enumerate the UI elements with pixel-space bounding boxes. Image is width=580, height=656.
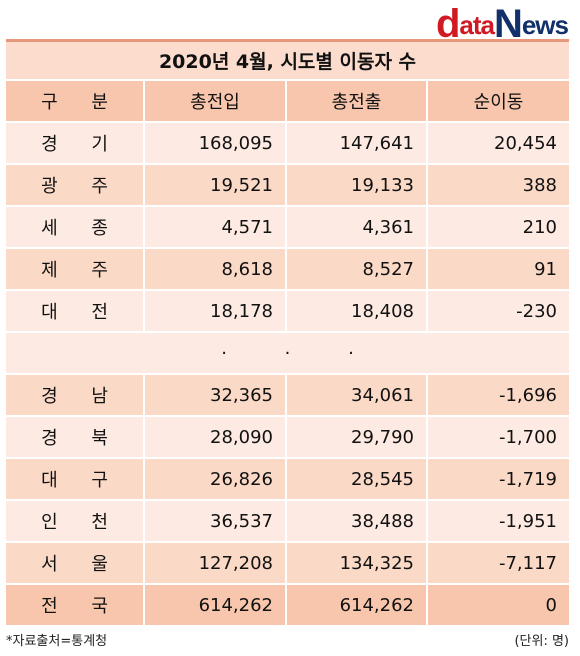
- in-cell: 36,537: [145, 501, 287, 541]
- header-in: 총전입: [145, 81, 287, 121]
- table-row: 서 울 127,208 134,325 -7,117: [6, 543, 569, 585]
- net-cell: 0: [545, 594, 557, 616]
- region-cell: 경 남: [6, 375, 145, 415]
- in-cell: 18,178: [145, 291, 287, 331]
- net-cell: 91: [534, 258, 557, 280]
- table-row: 대 구 26,826 28,545 -1,719: [6, 459, 569, 501]
- out-cell: 34,061: [287, 375, 428, 415]
- header-region: 구 분: [6, 81, 145, 121]
- in-cell: 168,095: [145, 123, 287, 163]
- migration-table: 2020년 4월, 시도별 이동자 수 구 분 총전입 총전출 순이동 경 기 …: [6, 39, 569, 627]
- net-cell: -230: [516, 300, 557, 322]
- net-cell: 388: [522, 174, 557, 196]
- region-cell: 경 기: [6, 123, 145, 163]
- table-row: 경 북 28,090 29,790 -1,700: [6, 417, 569, 459]
- table-row: 인 천 36,537 38,488 -1,951: [6, 501, 569, 543]
- table-row: 세 종 4,571 4,361 210: [6, 207, 569, 249]
- source-note: *자료출처=통계청: [6, 634, 108, 649]
- in-cell: 614,262: [145, 585, 287, 625]
- region-cell: 대 구: [6, 459, 145, 499]
- net-cell: 20,454: [494, 132, 557, 154]
- out-cell: 8,527: [287, 249, 428, 289]
- unit-note: (단위: 명): [514, 634, 569, 649]
- net-cell: -1,719: [498, 468, 557, 490]
- in-cell: 32,365: [145, 375, 287, 415]
- table-row: 경 남 32,365 34,061 -1,696: [6, 375, 569, 417]
- out-cell: 614,262: [287, 585, 428, 625]
- logo-ata: ata: [459, 10, 495, 40]
- out-cell: 134,325: [287, 543, 428, 583]
- ellipsis-row: · · ·: [6, 333, 569, 375]
- datanews-logo: dataNews: [436, 4, 569, 44]
- header-out: 총전출: [287, 81, 428, 121]
- out-cell: 19,133: [287, 165, 428, 205]
- net-cell: -1,696: [498, 384, 557, 406]
- header-net: 순이동: [473, 92, 524, 113]
- region-cell: 인 천: [6, 501, 145, 541]
- net-cell: -7,117: [498, 552, 557, 574]
- region-cell: 세 종: [6, 207, 145, 247]
- out-cell: 28,545: [287, 459, 428, 499]
- in-cell: 127,208: [145, 543, 287, 583]
- footer: *자료출처=통계청 (단위: 명): [6, 630, 569, 649]
- region-cell: 경 북: [6, 417, 145, 457]
- in-cell: 26,826: [145, 459, 287, 499]
- table-header-row: 구 분 총전입 총전출 순이동: [6, 81, 569, 123]
- out-cell: 29,790: [287, 417, 428, 457]
- table-row: 제 주 8,618 8,527 91: [6, 249, 569, 291]
- region-cell: 전 국: [6, 585, 145, 625]
- in-cell: 28,090: [145, 417, 287, 457]
- total-row: 전 국 614,262 614,262 0: [6, 585, 569, 627]
- region-cell: 제 주: [6, 249, 145, 289]
- in-cell: 8,618: [145, 249, 287, 289]
- table-row: 대 전 18,178 18,408 -230: [6, 291, 569, 333]
- region-cell: 광 주: [6, 165, 145, 205]
- net-cell: 210: [522, 216, 557, 238]
- in-cell: 4,571: [145, 207, 287, 247]
- out-cell: 18,408: [287, 291, 428, 331]
- logo-d: d: [435, 2, 460, 46]
- logo-ews: ews: [521, 10, 569, 40]
- out-cell: 38,488: [287, 501, 428, 541]
- in-cell: 19,521: [145, 165, 287, 205]
- out-cell: 4,361: [287, 207, 428, 247]
- table-title: 2020년 4월, 시도별 이동자 수: [6, 42, 569, 81]
- table-row: 경 기 168,095 147,641 20,454: [6, 123, 569, 165]
- out-cell: 147,641: [287, 123, 428, 163]
- net-cell: -1,700: [498, 426, 557, 448]
- net-cell: -1,951: [498, 510, 557, 532]
- region-cell: 대 전: [6, 291, 145, 331]
- table-row: 광 주 19,521 19,133 388: [6, 165, 569, 207]
- region-cell: 서 울: [6, 543, 145, 583]
- logo-n: N: [493, 2, 523, 46]
